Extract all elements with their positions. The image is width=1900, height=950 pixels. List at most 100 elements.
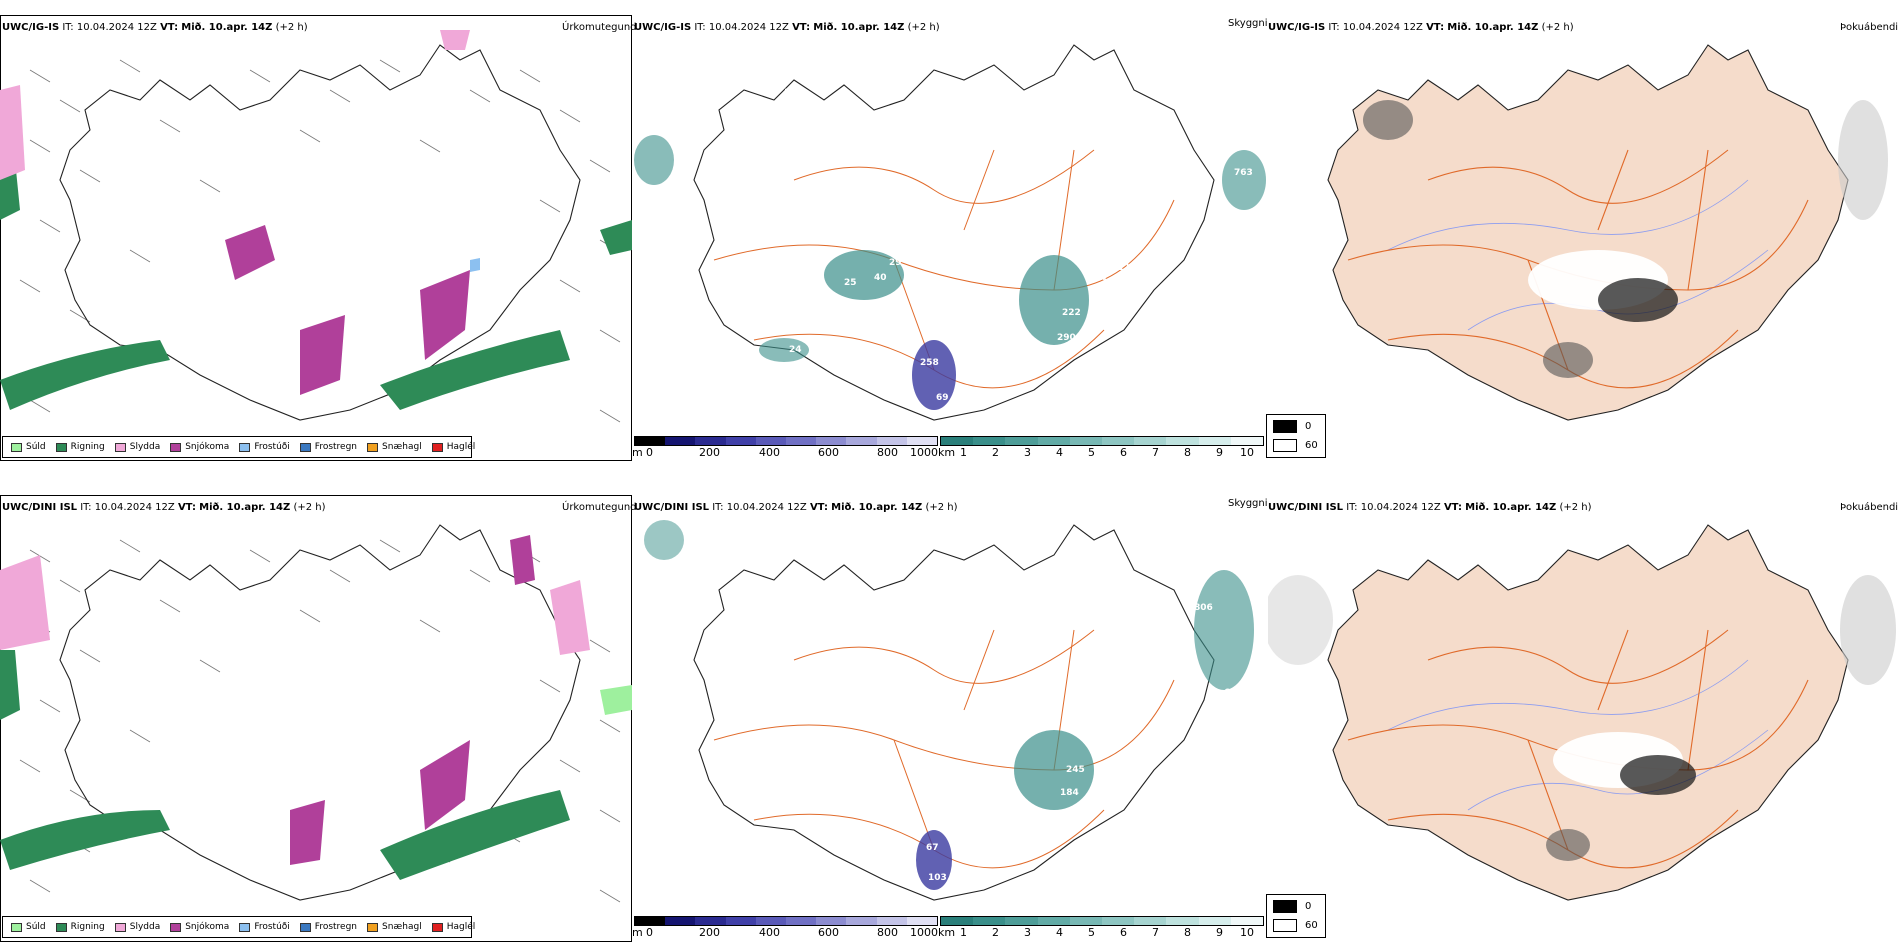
legend-swatch (239, 442, 251, 452)
legend-swatch (55, 442, 67, 452)
it-label: IT: (80, 502, 92, 513)
tick-label: 10 (1240, 926, 1254, 939)
value-label: 40 (874, 273, 887, 283)
it-label: IT: (712, 502, 724, 513)
panel-header: UWC/DINI ISL IT: 10.04.2024 12Z VT: Mið.… (2, 502, 326, 513)
legend-label: Frostúði (254, 922, 290, 932)
it-value: 10.04.2024 12Z (94, 502, 175, 513)
tick-label: 2 (992, 446, 999, 459)
vt-value: Mið. 10.apr. 14Z (813, 22, 905, 33)
value-label: 69 (936, 393, 949, 403)
value-label: 67 (926, 843, 939, 853)
legend-swatch (114, 922, 126, 932)
legend-item: Haglél (431, 922, 475, 932)
legend-label: Haglél (446, 442, 476, 452)
it-label: IT: (694, 22, 706, 33)
legend-label: Frostúði (254, 442, 290, 452)
value-label: 806 (1194, 603, 1213, 613)
model-name: UWC/DINI ISL (2, 502, 78, 513)
legend-item: Frostúði (239, 922, 290, 932)
tick-label: 10 (1240, 446, 1254, 459)
fog-map (1327, 44, 1888, 421)
legend-label: Rigning (70, 442, 105, 452)
it-label: IT: (62, 22, 74, 33)
visibility-map: 10 18 11 29 40 25 12 11 222 290 24 258 6… (634, 44, 1266, 421)
fog-map (1268, 524, 1896, 901)
vt-label: VT: (809, 502, 828, 513)
vt-label: VT: (177, 502, 196, 513)
panel-header: UWC/DINI ISL IT: 10.04.2024 12Z VT: Mið.… (1268, 502, 1592, 513)
legend-label: Rigning (70, 922, 105, 932)
legend-item: Slydda (114, 442, 160, 452)
legend-swatch (367, 922, 379, 932)
legend-swatch (431, 442, 443, 452)
value-label: 11 (1139, 138, 1152, 148)
tick-label: 400 (759, 446, 780, 459)
tick-label: 7 (1152, 926, 1159, 939)
value-label: 763 (1234, 168, 1253, 178)
fog-swatch-black (1273, 420, 1297, 433)
panel-title: Skyggni (1228, 18, 1268, 29)
legend-label: Snæhagl (382, 442, 422, 452)
legend-item: Slydda (114, 922, 160, 932)
tick-label: 8 (1184, 926, 1191, 939)
tick-label: 3 (1024, 446, 1031, 459)
value-label: 17 (1124, 578, 1137, 588)
tick-label: 200 (699, 446, 720, 459)
legend-swatch (11, 442, 22, 452)
iceland-outline (693, 44, 1215, 421)
lead-time: (+2 h) (925, 502, 958, 513)
row-2: UWC/DINI ISL IT: 10.04.2024 12Z VT: Mið.… (0, 480, 1900, 950)
lead-time: (+2 h) (1559, 502, 1592, 513)
model-name: UWC/DINI ISL (634, 502, 710, 513)
panel-title: Þokuábendi (1840, 22, 1899, 33)
tick-label: 0 (646, 926, 653, 939)
legend-label: Frostregn (314, 922, 358, 932)
lead-time: (+2 h) (1541, 22, 1574, 33)
vt-label: VT: (1443, 502, 1462, 513)
visibility-values: 10 18 11 29 40 25 12 11 222 290 24 258 6… (784, 88, 1253, 403)
legend-item: Rigning (55, 442, 105, 452)
legend-swatch (11, 922, 22, 932)
iceland-land (1327, 44, 1849, 421)
legend-label: Frostregn (314, 442, 358, 452)
tick-label: 800 (877, 926, 898, 939)
fog-legend-label: 0 (1305, 901, 1312, 912)
precip-areas (0, 535, 632, 880)
row-1: UWC/IG-IS IT: 10.04.2024 12Z VT: Mið. 10… (0, 0, 1900, 470)
iceland-outline (693, 524, 1215, 901)
legend-item: Snæhagl (367, 922, 422, 932)
tick-label: 9 (1216, 446, 1223, 459)
precip-legend: Súld Rigning Slydda Snjókoma Frostúði Fr… (2, 916, 475, 938)
legend-swatch (114, 442, 126, 452)
model-name: UWC/DINI ISL (1268, 502, 1344, 513)
legend-item: Frostregn (299, 922, 358, 932)
tick-label: 1 (960, 446, 967, 459)
visibility-ticks: km 1 2 3 4 5 6 7 8 9 10 (938, 446, 1264, 460)
value-label: 184 (1060, 788, 1079, 798)
precip-map (0, 30, 632, 423)
legend-swatch (170, 922, 182, 932)
value-label: 24 (789, 345, 802, 355)
legend-label: Snjókoma (185, 922, 230, 932)
fog-swatch-black (1273, 900, 1297, 913)
panel-header: UWC/IG-IS IT: 10.04.2024 12Z VT: Mið. 10… (634, 22, 940, 33)
vt-label: VT: (1426, 22, 1445, 33)
value-label: 245 (1066, 765, 1085, 775)
tick-label: 600 (818, 926, 839, 939)
value-label: 669 (1224, 688, 1243, 698)
it-label: IT: (1328, 22, 1340, 33)
legend-item: Snjókoma (170, 922, 229, 932)
legend-label: Súld (26, 922, 46, 932)
tick-label: 3 (1024, 926, 1031, 939)
legend-item: Súld (11, 442, 46, 452)
tick-label: 1 (960, 926, 967, 939)
tick-label: 800 (877, 446, 898, 459)
panel-header: UWC/DINI ISL IT: 10.04.2024 12Z VT: Mið.… (634, 502, 958, 513)
height-ticks: m 0 200 400 600 800 1000 (632, 446, 938, 460)
tick-label: 600 (818, 446, 839, 459)
value-label: 222 (1062, 308, 1081, 318)
lead-time: (+2 h) (907, 22, 940, 33)
vt-value: Mið. 10.apr. 14Z (199, 502, 291, 513)
iceland-outline (59, 44, 581, 421)
